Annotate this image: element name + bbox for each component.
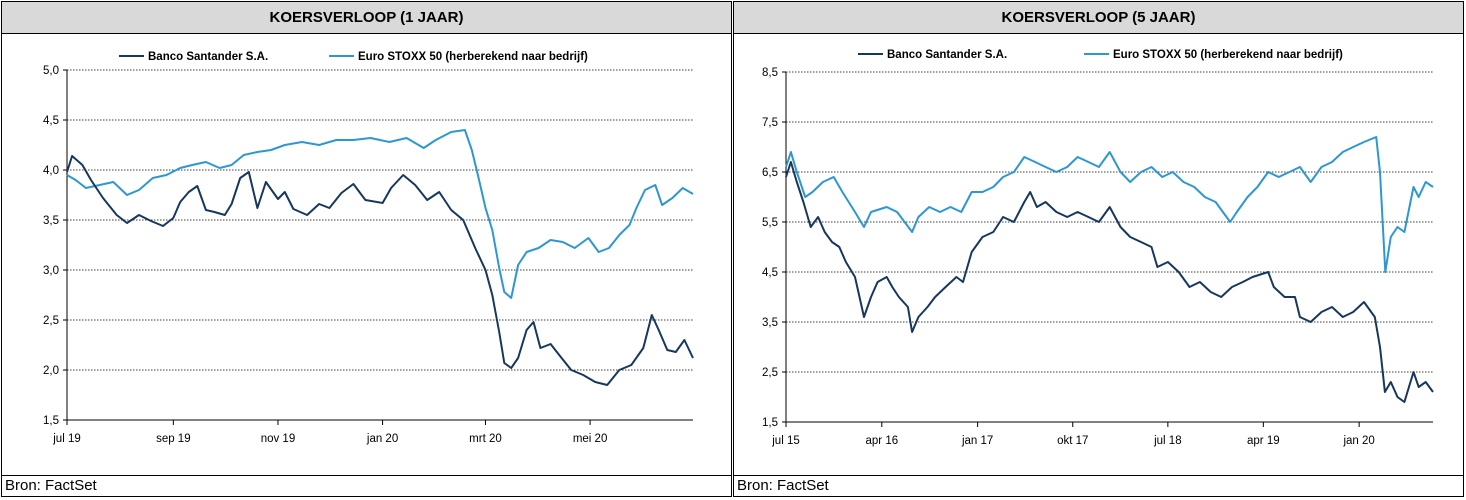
y-tick-label: 1,5	[762, 417, 778, 429]
x-axis: jul 19 sep 19 nov 19 jan 20 mrt 20 mei 20	[52, 419, 693, 445]
y-tick-label: 5,5	[762, 217, 778, 229]
y-tick-label: 4,0	[43, 165, 59, 177]
line-chart-5-jaar: Banco Santander S.A. Euro STOXX 50 (herb…	[762, 49, 1434, 447]
x-tick-label: apr 16	[866, 435, 899, 447]
y-tick-label: 2,5	[43, 315, 59, 327]
x-tick-label: sep 19	[156, 433, 191, 445]
gridlines	[786, 71, 1433, 373]
x-tick-label: jul 18	[1153, 435, 1182, 447]
x-tick-label: okt 17	[1057, 435, 1088, 447]
x-tick-label: jan 17	[961, 435, 993, 447]
y-tick-label: 4,5	[762, 267, 778, 279]
chart-panel-1-jaar: KOERSVERLOOP (1 JAAR) Banco Santander S.…	[1, 1, 732, 497]
y-axis: 8,5 7,5 6,5 5,5 4,5 3,5 2,5 1,5	[762, 67, 787, 429]
series-line-santander	[785, 161, 1434, 403]
y-tick-label: 6,5	[762, 167, 778, 179]
gridlines	[67, 69, 693, 371]
legend-label-stoxx: Euro STOXX 50 (herberekend naar bedrijf)	[1113, 49, 1343, 61]
panel-title: KOERSVERLOOP (5 JAAR)	[734, 2, 1463, 34]
x-tick-label: apr 19	[1247, 435, 1280, 447]
y-tick-label: 3,0	[43, 265, 59, 277]
y-axis: 5,0 4,5 4,0 3,5 3,0 2,5 2,0 1,5	[43, 65, 68, 427]
line-chart-1-jaar: Banco Santander S.A. Euro STOXX 50 (herb…	[43, 51, 694, 445]
legend-label-santander: Banco Santander S.A.	[148, 51, 268, 63]
y-tick-label: 7,5	[762, 117, 778, 129]
series-line-stoxx	[66, 129, 694, 299]
y-tick-label: 3,5	[43, 215, 59, 227]
panel-title: KOERSVERLOOP (1 JAAR)	[2, 2, 731, 34]
series-line-santander	[66, 155, 694, 386]
legend: Banco Santander S.A. Euro STOXX 50 (herb…	[858, 49, 1343, 61]
series-lines	[66, 129, 694, 386]
y-tick-label: 5,0	[43, 65, 59, 77]
source-note: Bron: FactSet	[2, 475, 731, 496]
y-tick-label: 2,0	[43, 365, 59, 377]
x-tick-label: mei 20	[573, 433, 608, 445]
y-tick-label: 2,5	[762, 367, 778, 379]
x-tick-label: jan 20	[366, 433, 398, 445]
legend: Banco Santander S.A. Euro STOXX 50 (herb…	[119, 51, 588, 63]
legend-label-stoxx: Euro STOXX 50 (herberekend naar bedrijf)	[358, 51, 588, 63]
x-tick-label: nov 19	[261, 433, 296, 445]
x-tick-label: mrt 20	[469, 433, 502, 445]
x-tick-label: jul 15	[771, 435, 800, 447]
y-tick-label: 4,5	[43, 115, 59, 127]
series-lines	[785, 136, 1434, 403]
legend-label-santander: Banco Santander S.A.	[887, 49, 1007, 61]
x-tick-label: jul 19	[52, 433, 81, 445]
source-note: Bron: FactSet	[734, 475, 1463, 496]
x-tick-label: jan 20	[1342, 435, 1374, 447]
y-tick-label: 3,5	[762, 317, 778, 329]
y-tick-label: 8,5	[762, 67, 778, 79]
chart-panel-5-jaar: KOERSVERLOOP (5 JAAR) Banco Santander S.…	[733, 1, 1464, 497]
y-tick-label: 1,5	[43, 415, 59, 427]
x-axis: jul 15 apr 16 jan 17 okt 17 jul 18 apr 19 jan …	[771, 421, 1433, 447]
series-line-stoxx	[785, 136, 1434, 273]
